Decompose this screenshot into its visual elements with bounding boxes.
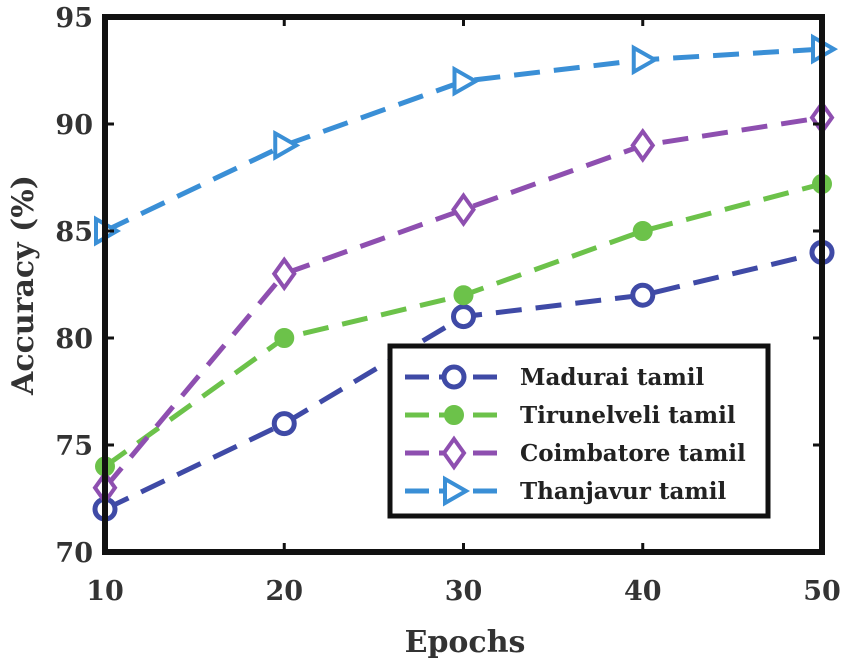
x-tick-label: 30 [445, 576, 483, 607]
data-point [451, 304, 476, 330]
x-tick-label: 50 [803, 576, 841, 607]
data-point [274, 328, 295, 348]
series-line [103, 115, 823, 490]
x-tick-label: 10 [86, 576, 124, 607]
legend-label: Coimbatore tamil [520, 440, 746, 467]
y-tick-label: 95 [55, 3, 93, 34]
legend-marker [443, 475, 471, 507]
y-tick-label: 70 [55, 538, 93, 569]
y-axis-title: Accuracy (%) [6, 175, 41, 396]
data-point [452, 65, 480, 97]
legend-marker [444, 405, 464, 425]
data-point [630, 127, 656, 163]
data-point [273, 129, 301, 161]
y-tick-label: 90 [55, 110, 93, 141]
data-point [632, 221, 653, 241]
data-point [631, 44, 659, 76]
legend-label: Thanjavur tamil [520, 478, 726, 505]
legend: Madurai tamil Tirunelveli tamil Coimbatore… [387, 343, 771, 519]
y-tick-label: 80 [55, 324, 93, 355]
y-tick-label: 85 [55, 217, 93, 248]
data-point [630, 282, 656, 308]
legend-label: Tirunelveli tamil [520, 402, 736, 429]
data-point [453, 285, 474, 306]
y-tick-label: 75 [55, 431, 93, 462]
legend-item: Madurai tamil [405, 364, 705, 391]
x-axis-title: Epochs [405, 625, 526, 660]
x-tick-label: 20 [265, 576, 303, 607]
data-layer [92, 33, 839, 522]
x-tick-label: 40 [624, 576, 662, 607]
legend-item: Tirunelveli tamil [405, 402, 736, 429]
legend-item: Thanjavur tamil [405, 475, 726, 507]
ticks-layer: 10 20 30 40 50 70 75 80 85 90 95 [55, 3, 840, 607]
legend-label: Madurai tamil [520, 364, 705, 391]
legend-item: Coimbatore tamil [405, 435, 746, 471]
data-point [451, 192, 476, 228]
data-point [271, 411, 297, 437]
data-point [271, 256, 297, 292]
legend-marker [441, 435, 467, 471]
legend-marker [441, 364, 467, 390]
series-line [103, 46, 823, 234]
series-1 [92, 239, 835, 522]
